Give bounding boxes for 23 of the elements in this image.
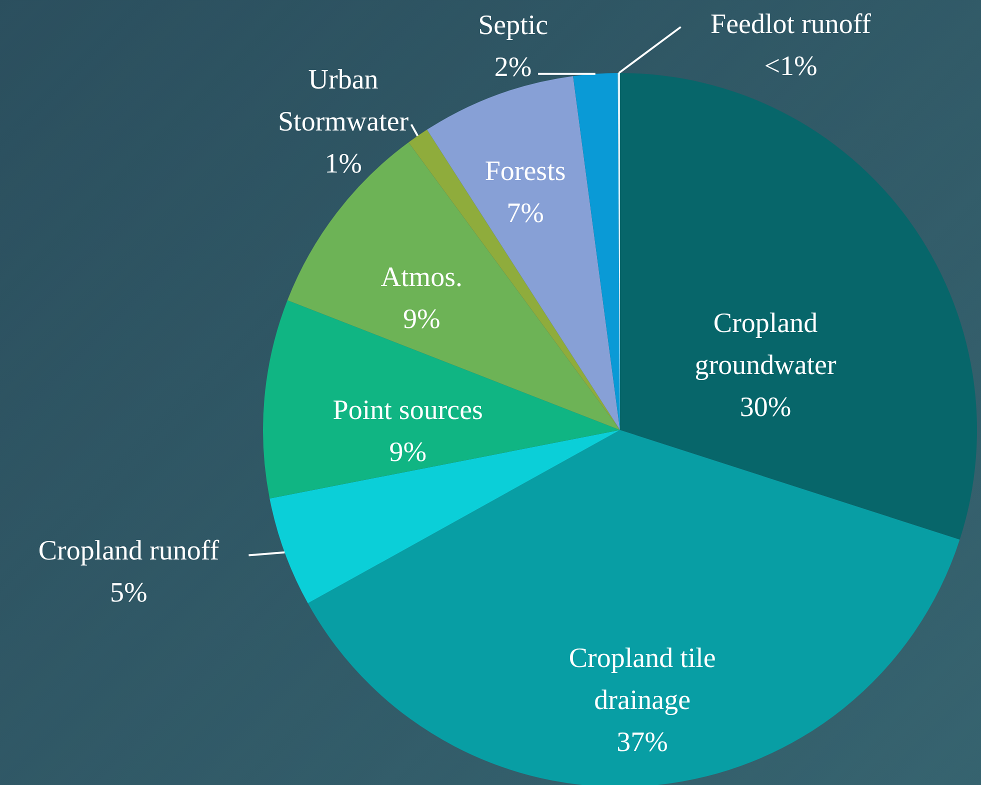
slice-label: Cropland tile drainage	[568, 642, 716, 716]
data-label: 37%	[616, 726, 668, 758]
data-label: 5%	[110, 577, 148, 608]
pie-slice	[270, 430, 620, 604]
data-label: 9%	[402, 304, 440, 335]
slice-label: Point sources	[332, 394, 483, 426]
slice-label: Feedlot runoff	[710, 9, 872, 40]
slice-label: Urban Stormwater	[278, 64, 410, 138]
slice-label: Cropland groundwater	[694, 308, 837, 382]
slice-label: Septic	[478, 10, 548, 41]
pie-slice	[287, 142, 620, 430]
pie-slice	[573, 73, 620, 430]
slice-label: Forests	[484, 156, 566, 187]
data-label: 1%	[324, 148, 362, 180]
slice-label: Cropland runoff	[38, 535, 220, 566]
data-label: <1%	[764, 51, 818, 82]
slice-label: Atmos.	[380, 262, 462, 293]
data-label: 2%	[494, 52, 532, 83]
pie-slice	[308, 430, 960, 785]
pie-slice	[263, 300, 620, 498]
data-label: 9%	[389, 436, 427, 468]
data-label: 7%	[506, 198, 544, 229]
data-label: 30%	[740, 392, 792, 424]
